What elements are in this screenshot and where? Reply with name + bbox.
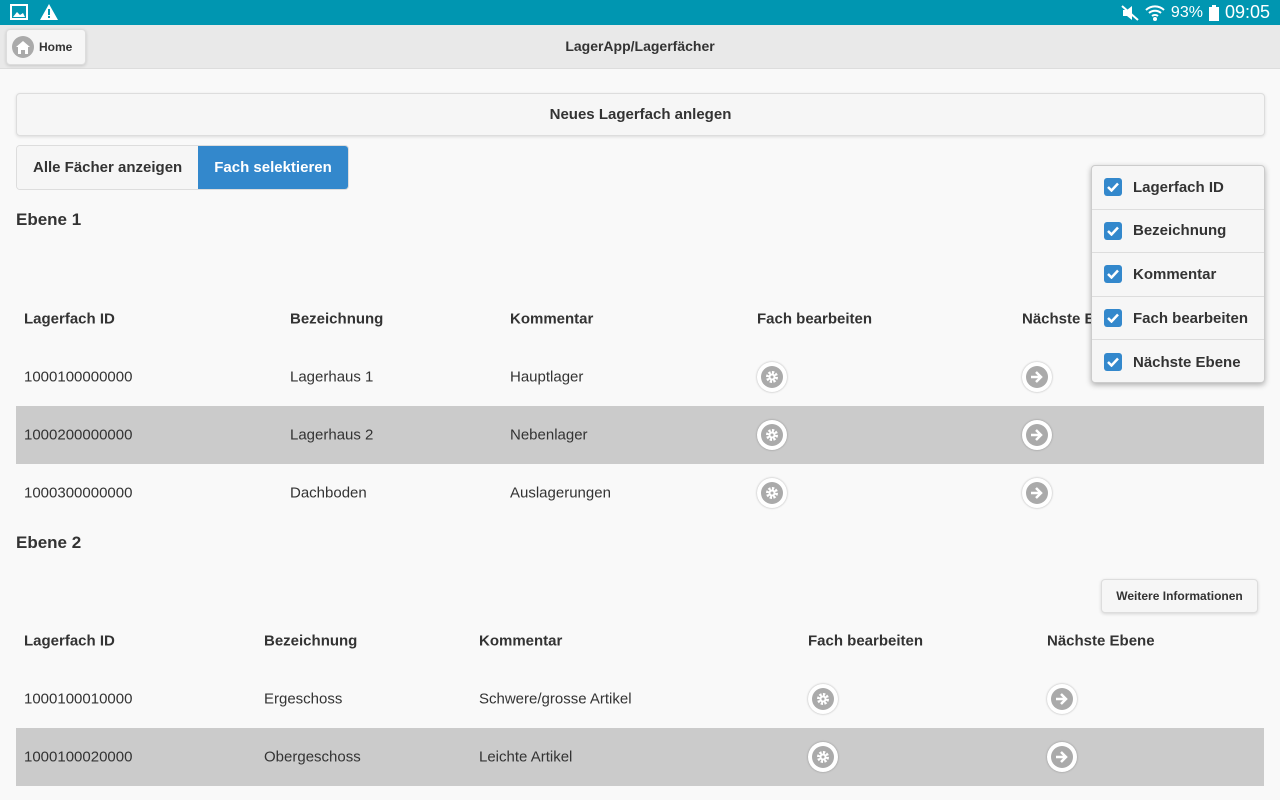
gear-icon <box>761 424 783 446</box>
column-header: Bezeichnung <box>264 632 358 650</box>
table-cell: 1000200000000 <box>24 426 133 444</box>
checkbox-checked-icon[interactable] <box>1104 309 1122 328</box>
next-level-button[interactable] <box>1047 742 1077 772</box>
column-header: Fach bearbeiten <box>757 310 873 328</box>
gear-icon <box>812 746 834 768</box>
column-toggle-popup: Lagerfach ID Bezeichnung Kommentar Fach bea… <box>1091 165 1265 383</box>
column-toggle-label: Kommentar <box>1133 265 1217 283</box>
arrow-right-icon <box>1051 688 1073 710</box>
home-button[interactable]: Home <box>6 29 86 65</box>
column-header: Bezeichnung <box>290 310 384 328</box>
mute-icon <box>1121 4 1139 21</box>
next-level-button[interactable] <box>1022 362 1052 392</box>
column-toggle-label: Lagerfach ID <box>1133 178 1224 196</box>
battery-percent: 93% <box>1170 3 1203 21</box>
column-toggle-label: Fach bearbeiten <box>1133 309 1249 327</box>
table-cell: Dachboden <box>290 484 367 502</box>
image-icon <box>10 4 28 20</box>
checkbox-checked-icon[interactable] <box>1104 353 1122 372</box>
table-cell: Leichte Artikel <box>479 748 573 766</box>
table-cell: Ergeschoss <box>264 690 343 708</box>
gear-icon <box>761 482 783 504</box>
tab-select-bin[interactable]: Fach selektieren <box>198 146 348 189</box>
warning-icon <box>40 4 58 20</box>
column-toggle-item[interactable]: Bezeichnung <box>1092 210 1264 254</box>
table-row[interactable]: 1000200000000 Lagerhaus 2 Nebenlager <box>16 406 1264 464</box>
table-cell: Hauptlager <box>510 368 584 386</box>
arrow-right-icon <box>1051 746 1073 768</box>
column-toggle-label: Bezeichnung <box>1133 222 1227 240</box>
edit-bin-button[interactable] <box>757 478 787 508</box>
table-cell: Lagerhaus 1 <box>290 368 374 386</box>
page-title: LagerApp/Lagerfächer <box>565 38 715 54</box>
column-header: Lagerfach ID <box>24 310 115 328</box>
table-cell: 1000300000000 <box>24 484 133 502</box>
new-storage-bin-button[interactable]: Neues Lagerfach anlegen <box>16 93 1265 136</box>
checkbox-checked-icon[interactable] <box>1104 178 1122 197</box>
column-header: Fach bearbeiten <box>808 632 924 650</box>
section-title: Ebene 1 <box>16 210 82 229</box>
table-cell: 1000100020000 <box>24 748 133 766</box>
more-info-button[interactable]: Weitere Informationen <box>1101 579 1258 613</box>
edit-bin-button[interactable] <box>757 362 787 392</box>
status-bar: 93% 09:05 <box>0 0 1280 25</box>
section-title: Ebene 2 <box>16 533 82 552</box>
edit-bin-button[interactable] <box>808 742 838 772</box>
table-cell: Lagerhaus 2 <box>290 426 374 444</box>
tab-show-all[interactable]: Alle Fächer anzeigen <box>17 146 199 189</box>
column-toggle-item[interactable]: Lagerfach ID <box>1092 166 1264 210</box>
table-row[interactable]: 1000100020000 Obergeschoss Leichte Artikel <box>16 728 1264 786</box>
clock: 09:05 <box>1224 2 1270 22</box>
next-level-button[interactable] <box>1047 684 1077 714</box>
table-row[interactable]: 1000100000000 Lagerhaus 1 Hauptlager <box>16 348 1264 406</box>
arrow-right-icon <box>1026 424 1048 446</box>
header: Home LagerApp/Lagerfächer <box>0 25 1280 69</box>
column-header: Kommentar <box>510 310 594 328</box>
column-header: Lagerfach ID <box>24 632 115 650</box>
table-cell: Auslagerungen <box>510 484 611 502</box>
arrow-right-icon <box>1026 482 1048 504</box>
table-cell: Obergeschoss <box>264 748 361 766</box>
checkbox-checked-icon[interactable] <box>1104 221 1122 240</box>
table-level-1: Lagerfach ID Bezeichnung Kommentar Fach bea… <box>16 290 1264 522</box>
column-toggle-item[interactable]: Kommentar <box>1092 253 1264 297</box>
table-cell: 1000100000000 <box>24 368 133 386</box>
column-toggle-label: Nächste Ebene <box>1133 353 1241 371</box>
table-cell: Schwere/grosse Artikel <box>479 690 632 708</box>
gear-icon <box>761 366 783 388</box>
wifi-icon <box>1145 4 1165 21</box>
column-toggle-item[interactable]: Nächste Ebene <box>1092 340 1264 384</box>
battery-icon <box>1208 4 1219 21</box>
column-toggle-item[interactable]: Fach bearbeiten <box>1092 297 1264 341</box>
arrow-right-icon <box>1026 366 1048 388</box>
table-level-2: Lagerfach ID Bezeichnung Kommentar Fach bea… <box>16 612 1264 786</box>
table-header: Lagerfach ID Bezeichnung Kommentar Fach bea… <box>16 612 1264 670</box>
gear-icon <box>812 688 834 710</box>
home-icon <box>12 36 34 58</box>
checkbox-checked-icon[interactable] <box>1104 265 1122 284</box>
edit-bin-button[interactable] <box>808 684 838 714</box>
edit-bin-button[interactable] <box>757 420 787 450</box>
table-row[interactable]: 1000300000000 Dachboden Auslagerungen <box>16 464 1264 522</box>
home-label: Home <box>39 40 73 54</box>
table-cell: 1000100010000 <box>24 690 133 708</box>
column-header: Kommentar <box>479 632 563 650</box>
table-row[interactable]: 1000100010000 Ergeschoss Schwere/grosse Ar… <box>16 670 1264 728</box>
table-header: Lagerfach ID Bezeichnung Kommentar Fach bea… <box>16 290 1264 348</box>
table-cell: Nebenlager <box>510 426 588 444</box>
column-header: Nächste Ebene <box>1047 632 1155 650</box>
next-level-button[interactable] <box>1022 420 1052 450</box>
next-level-button[interactable] <box>1022 478 1052 508</box>
view-toggle: Alle Fächer anzeigen Fach selektieren <box>16 145 349 190</box>
